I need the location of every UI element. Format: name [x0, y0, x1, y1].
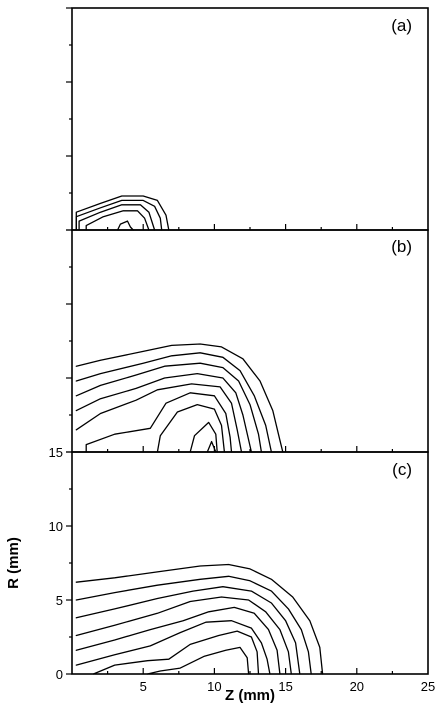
panel-c-ticks	[66, 451, 393, 675]
contour-line	[85, 392, 233, 453]
y-tick-labels: 0 5 10 15	[49, 445, 63, 682]
panel-a-ticks	[66, 7, 393, 231]
panel-b: (b)	[66, 229, 429, 453]
contour-line	[75, 195, 170, 231]
panel-c-frame	[71, 451, 429, 675]
x-tick-labels: 5 10 15 20 25	[140, 679, 436, 694]
x-axis-label: Z (mm)	[225, 687, 275, 704]
contour-line	[146, 646, 250, 675]
panel-b-label: (b)	[391, 237, 412, 256]
contour-line	[85, 210, 150, 231]
contour-line	[75, 620, 271, 675]
x-tick-label: 15	[278, 679, 292, 694]
panel-a-label: (a)	[391, 16, 412, 35]
panel-b-frame	[71, 229, 429, 453]
contour-line	[75, 199, 163, 231]
panel-b-contours	[75, 343, 284, 453]
panel-c-contours	[75, 563, 324, 675]
contour-line	[75, 606, 281, 675]
panel-a: (a)	[66, 7, 429, 231]
y-axis-label: R (mm)	[5, 537, 22, 589]
contour-line	[78, 204, 156, 231]
contour-line	[75, 563, 324, 675]
x-tick-label: 10	[207, 679, 221, 694]
panel-c-label: (c)	[392, 460, 412, 479]
panel-a-frame	[71, 7, 429, 231]
contour-line	[75, 343, 284, 453]
x-tick-label: 25	[421, 679, 435, 694]
panel-b-ticks	[66, 229, 393, 453]
y-tick-label: 15	[49, 445, 63, 460]
contour-line	[75, 575, 312, 675]
contour-line	[75, 352, 273, 453]
contour-line	[116, 220, 134, 231]
y-tick-label: 5	[56, 593, 63, 608]
panel-a-contours	[75, 195, 170, 231]
x-tick-label: 20	[350, 679, 364, 694]
contour-line	[92, 630, 260, 675]
contour-line	[75, 596, 292, 675]
contour-line	[189, 421, 218, 453]
contour-line	[156, 403, 226, 453]
contour-line	[75, 383, 243, 453]
contour-line	[75, 372, 253, 453]
panel-c: (c) 5 10 15 20 25 0 5 10 15	[49, 445, 436, 694]
contour-line	[75, 586, 301, 675]
y-tick-label: 0	[56, 667, 63, 682]
x-tick-label: 5	[140, 679, 147, 694]
y-tick-label: 10	[49, 519, 63, 534]
contour-line	[75, 362, 263, 453]
